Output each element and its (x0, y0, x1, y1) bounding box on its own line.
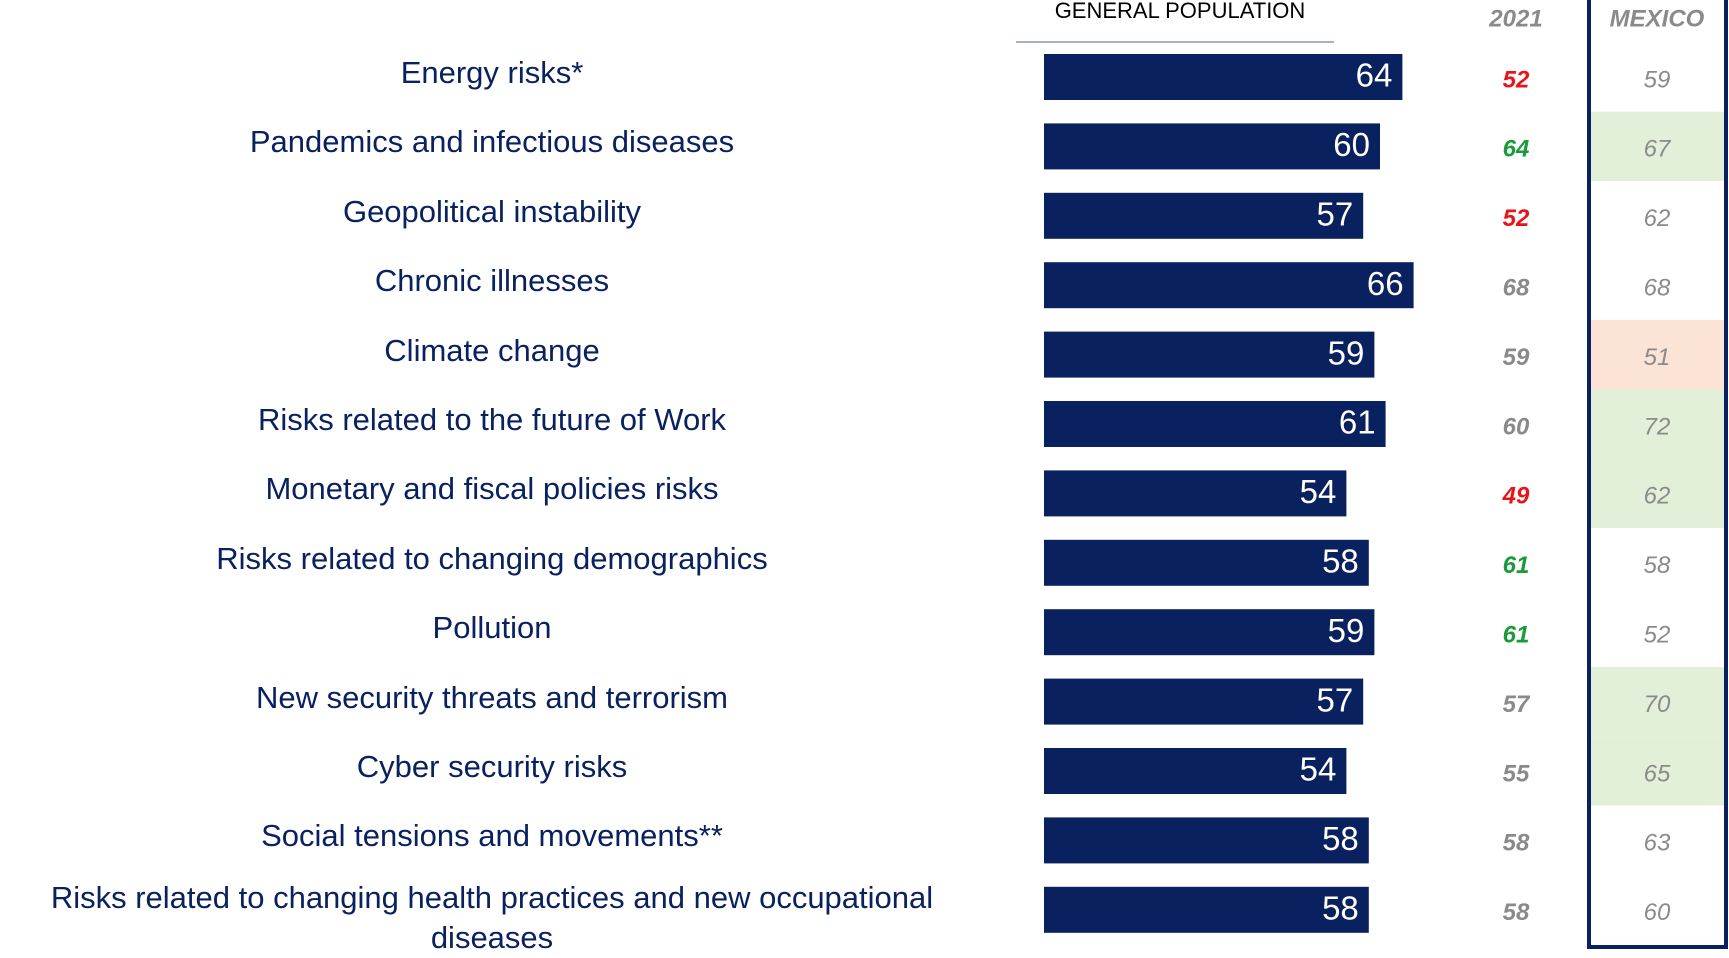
category-label: Pandemics and infectious diseases (249, 124, 735, 160)
cell-background (1588, 319, 1727, 390)
column-header: MEXICO (1610, 5, 1705, 32)
column-value: 51 (1644, 344, 1671, 371)
bar (1044, 123, 1380, 170)
bar (1044, 678, 1364, 725)
header: GENERAL POPULATION (1055, 0, 1306, 23)
cell-background (1588, 111, 1727, 182)
bar (1044, 331, 1375, 378)
bar (1044, 817, 1369, 864)
value-label: 66 (1367, 265, 1404, 302)
category-label: Pollution (432, 610, 552, 646)
value-label: 58 (1322, 820, 1359, 857)
value-label: 57 (1316, 196, 1353, 233)
value-label: 60 (1333, 126, 1370, 163)
category-label: Monetary and fiscal policies risks (265, 471, 719, 507)
bar (1044, 748, 1347, 794)
bar (1044, 54, 1403, 100)
value-label: 59 (1328, 612, 1365, 649)
value-label: 58 (1322, 543, 1359, 580)
cell-background (1588, 389, 1727, 459)
category-label: Risks related to the future of Work (257, 402, 727, 437)
value-label: 61 (1339, 404, 1376, 441)
column-frame (1587, 0, 1728, 949)
column-value: 65 (1644, 760, 1671, 787)
column-value: 70 (1644, 691, 1671, 718)
bar (1044, 609, 1375, 656)
column-header: 2021 (1488, 5, 1542, 32)
column-value: 58 (1503, 899, 1530, 926)
bar (1044, 192, 1364, 239)
column-value: 63 (1644, 830, 1671, 857)
category-label: Social tensions and movements** (261, 818, 723, 854)
column-value: 55 (1503, 760, 1530, 787)
cell-background (1588, 181, 1727, 251)
value-label: 64 (1356, 57, 1393, 94)
column-value: 58 (1644, 552, 1671, 579)
category-label: Chronic illnesses (374, 263, 610, 299)
bar (1044, 539, 1369, 586)
bar (1044, 262, 1414, 309)
column-value: 72 (1644, 413, 1671, 440)
cell-background (1588, 875, 1727, 945)
column-value: 49 (1502, 483, 1530, 510)
value-label: 59 (1328, 334, 1365, 371)
column-value: 61 (1503, 622, 1530, 649)
category-label: New security threats and terrorism (255, 679, 729, 715)
column-value: 52 (1644, 622, 1671, 649)
bar (1044, 401, 1386, 447)
column-value: 64 (1503, 136, 1530, 163)
column-value: 60 (1644, 899, 1671, 926)
cell-background (1588, 666, 1727, 737)
cell-background (1588, 250, 1727, 320)
value-label: 54 (1300, 751, 1337, 788)
column-value: 68 (1503, 275, 1530, 302)
column-value: 62 (1644, 483, 1671, 510)
column-value: 67 (1644, 136, 1672, 163)
cell-background (1588, 597, 1727, 667)
column-value: 57 (1503, 691, 1531, 718)
cell-background (1588, 736, 1727, 806)
cell-background (1588, 458, 1727, 529)
cell-background (1588, 42, 1727, 112)
bar (1044, 470, 1347, 517)
category-label: Energy risks* (400, 55, 584, 90)
column-value: 68 (1644, 275, 1671, 302)
category-label: Risks related to changing demographics (216, 540, 768, 576)
column-value: 52 (1503, 205, 1530, 232)
column-value: 58 (1503, 830, 1530, 857)
category-label: Risks related to changing health practic… (50, 879, 934, 955)
value-label: 58 (1322, 890, 1359, 927)
column-value: 62 (1644, 205, 1671, 232)
column-value: 59 (1503, 344, 1530, 371)
value-label: 54 (1300, 473, 1337, 510)
column-value: 60 (1503, 413, 1530, 440)
column-value: 59 (1644, 66, 1671, 93)
column-value: 52 (1503, 66, 1530, 93)
bar (1044, 886, 1369, 933)
column-value: 61 (1503, 552, 1530, 579)
category-label: Cyber security risks (356, 749, 628, 784)
value-label: 57 (1316, 681, 1353, 718)
category-label: Geopolitical instability (342, 193, 642, 229)
category-label: Climate change (384, 332, 600, 368)
cell-background (1588, 528, 1727, 598)
cell-background (1588, 805, 1727, 876)
